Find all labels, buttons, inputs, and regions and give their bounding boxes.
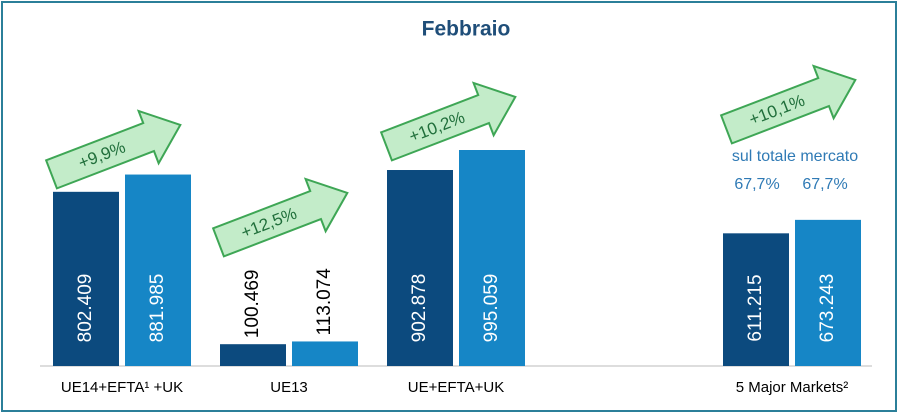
arrow-shape xyxy=(719,64,857,145)
chart-title: Febbraio xyxy=(422,18,511,41)
value-label: 881.985 xyxy=(147,274,168,343)
arrow-shape xyxy=(379,81,517,162)
x-tick-label: UE14+EFTA¹ +UK xyxy=(61,379,183,396)
bar xyxy=(53,191,119,366)
x-tick-label: 5 Major Markets² xyxy=(736,379,849,396)
x-tick-label: UE13 xyxy=(270,379,308,396)
bar xyxy=(292,341,358,366)
value-label: 673.243 xyxy=(817,274,838,343)
share-label: 67,7% xyxy=(802,176,847,193)
share-note: sul totale mercato xyxy=(732,148,858,165)
value-label: 995.059 xyxy=(481,274,502,343)
value-label: 802.409 xyxy=(75,274,96,343)
value-label: 100.469 xyxy=(242,270,263,339)
bar xyxy=(125,174,191,366)
value-label: 902.878 xyxy=(409,274,430,343)
bar xyxy=(387,170,453,366)
arrow-shape xyxy=(211,177,349,258)
arrow-shape xyxy=(44,109,182,190)
bar xyxy=(723,233,789,366)
share-label: 67,7% xyxy=(734,176,779,193)
bar xyxy=(459,150,525,366)
bar xyxy=(795,219,861,366)
bar xyxy=(220,344,286,366)
x-tick-label: UE+EFTA+UK xyxy=(408,379,504,396)
value-label: 113.074 xyxy=(314,268,335,336)
value-label: 611.215 xyxy=(745,274,766,341)
